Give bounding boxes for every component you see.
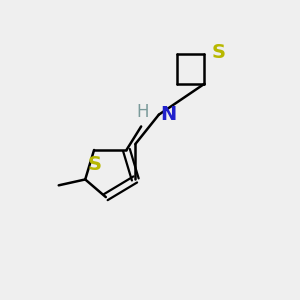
Text: S: S — [88, 155, 102, 174]
Text: N: N — [160, 105, 177, 124]
Text: S: S — [212, 43, 226, 62]
Text: H: H — [136, 103, 149, 121]
